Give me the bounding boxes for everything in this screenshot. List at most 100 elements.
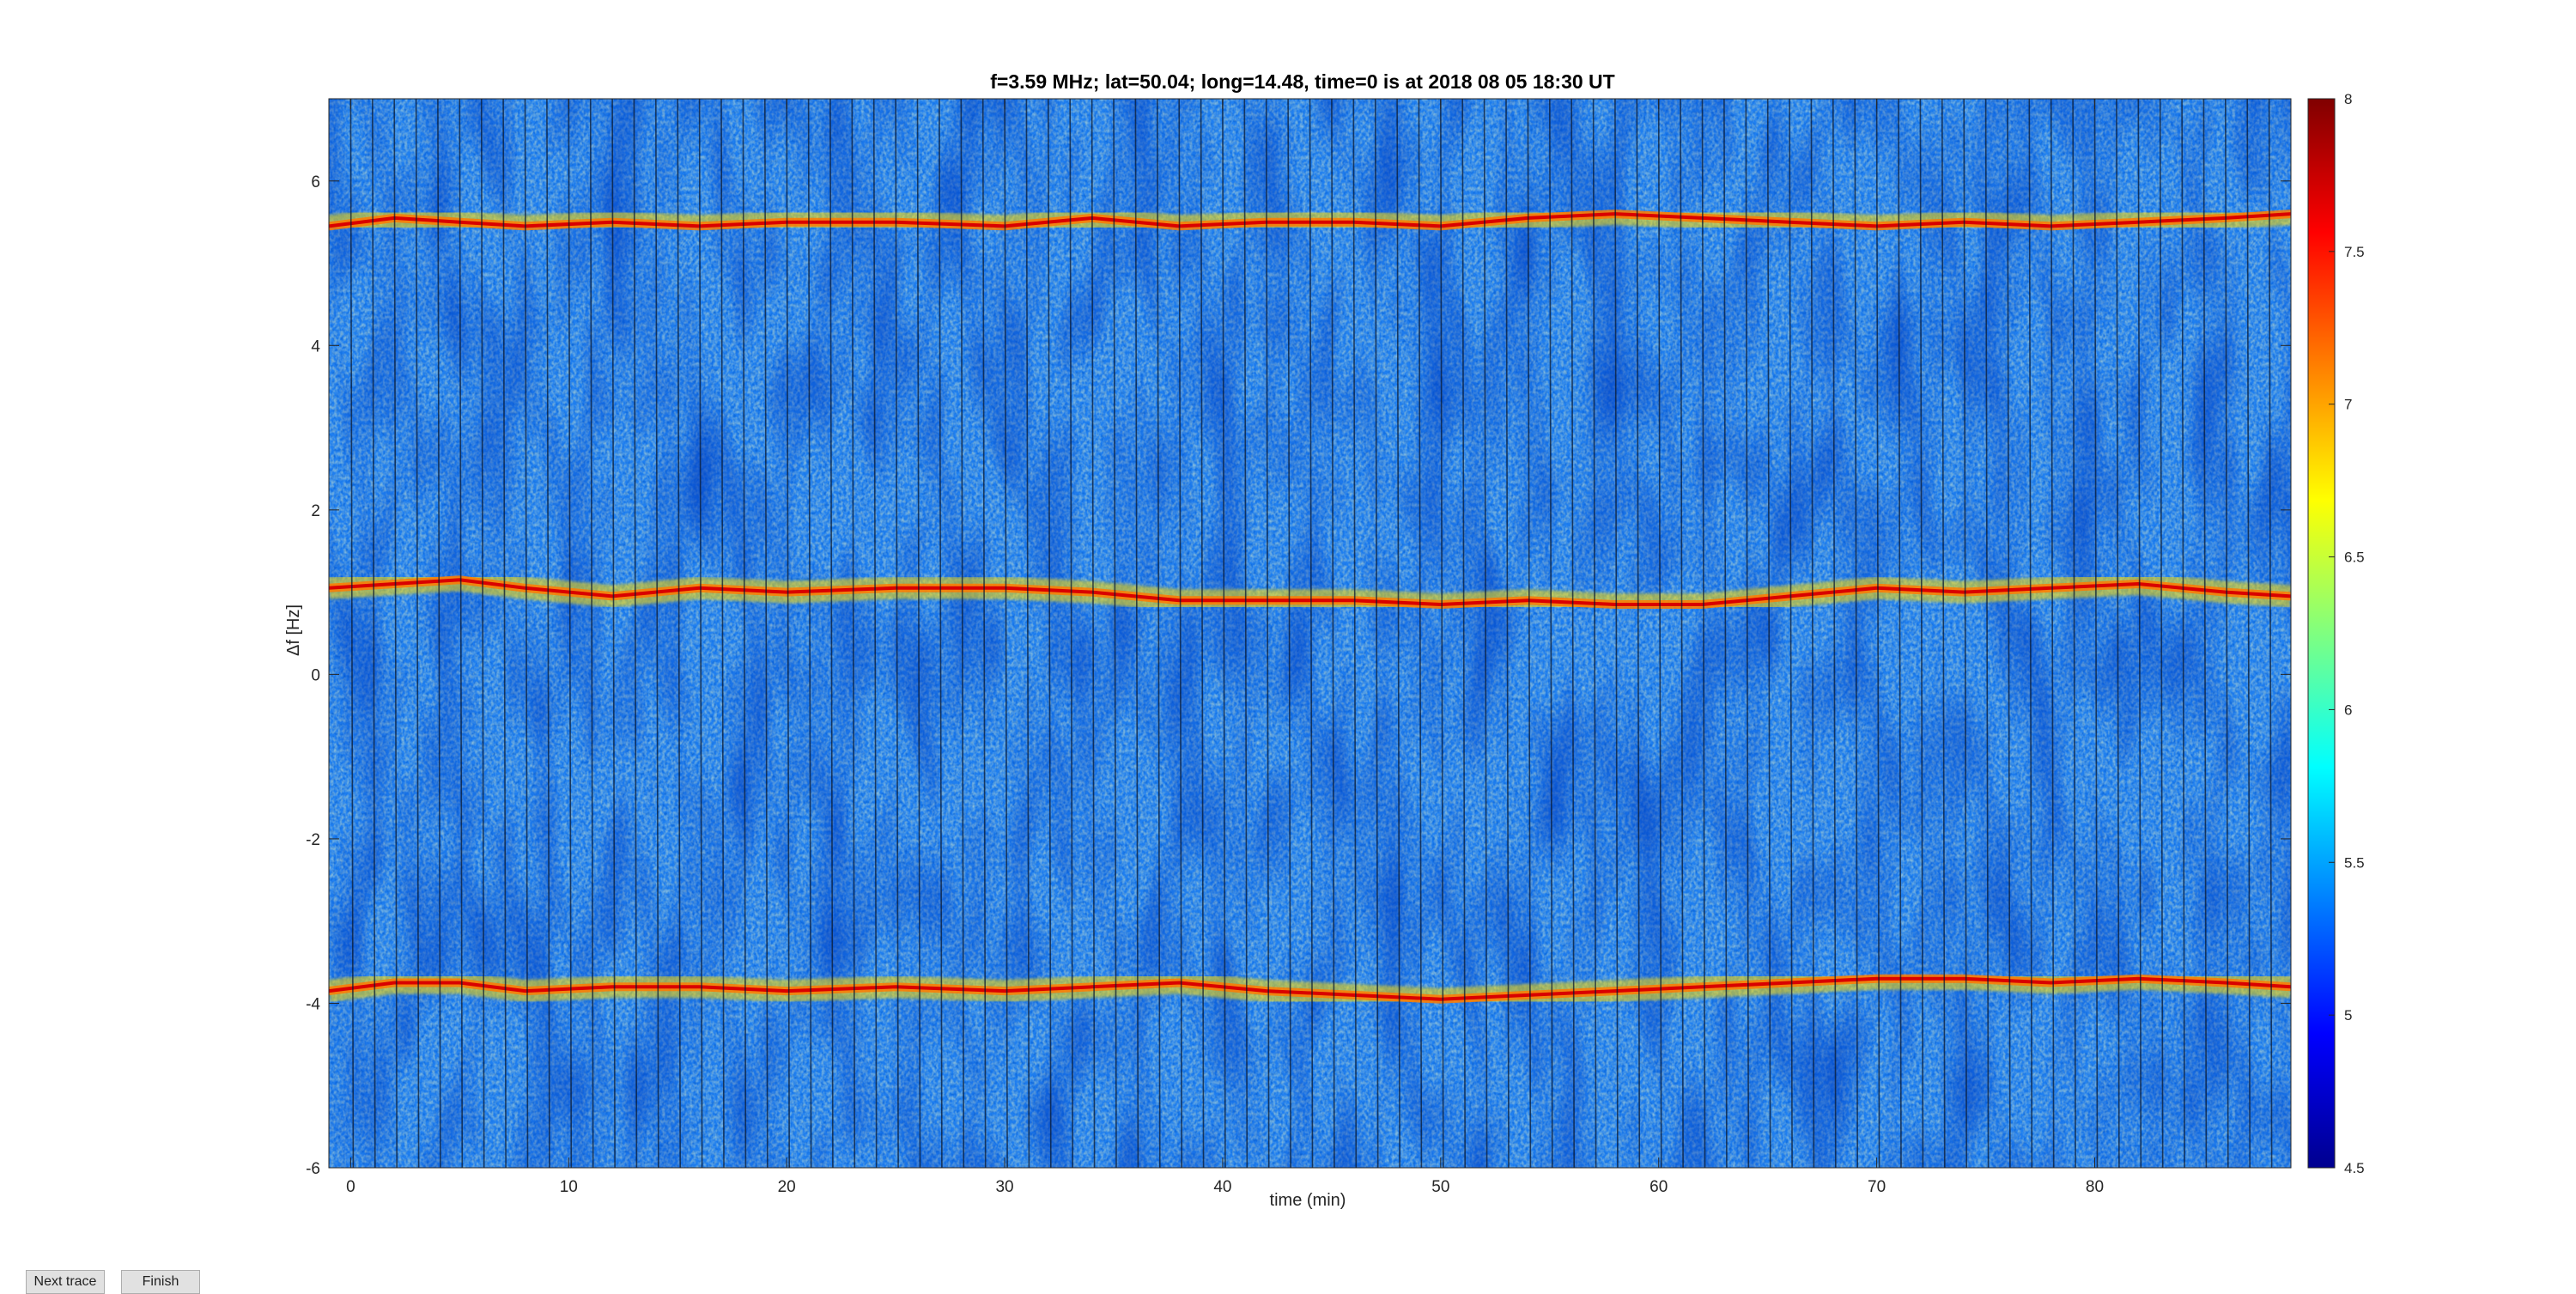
segment-separator [1483, 99, 1488, 1168]
plot-frame [328, 98, 2292, 1169]
segment-separator [1157, 99, 1161, 1168]
segment-separator [371, 99, 376, 1168]
segment-separator [1505, 99, 1510, 1168]
finish-button[interactable]: Finish [121, 1270, 200, 1294]
segment-separator [1549, 99, 1553, 1168]
segment-separator [1331, 99, 1335, 1168]
segment-separator [1832, 99, 1837, 1168]
segment-separator [1200, 99, 1205, 1168]
segment-separator [1614, 99, 1619, 1168]
segment-separator [1810, 99, 1815, 1168]
segment-separator [1440, 99, 1444, 1168]
segment-separator [1527, 99, 1532, 1168]
colorbar-tick-label: 8 [2344, 91, 2352, 107]
segment-separator [1243, 99, 1249, 1168]
y-axis: -6 -4 -2 0 2 4 6 [306, 173, 2291, 1178]
y-axis-label: Δf [Hz] [284, 604, 303, 656]
colorbar-tick-label: 6.5 [2344, 550, 2365, 566]
segment-separator [1287, 99, 1291, 1168]
x-tick-label: 60 [1649, 1178, 1668, 1196]
segment-separator [1222, 99, 1226, 1168]
segment-separator [872, 99, 878, 1168]
segment-separator [2050, 99, 2055, 1168]
segment-separator [1048, 99, 1052, 1168]
next-trace-button[interactable]: Next trace [26, 1270, 105, 1294]
segment-separator [2268, 99, 2273, 1168]
segment-separator [415, 99, 420, 1168]
segment-separator [1592, 99, 1597, 1168]
x-tick-label: 80 [2086, 1178, 2104, 1196]
segment-separator [1723, 99, 1728, 1168]
segment-separator [916, 99, 921, 1168]
segment-separator [2246, 99, 2251, 1168]
segment-separator [2072, 99, 2076, 1168]
colorbar-gradient [2307, 98, 2336, 1169]
segment-separator [981, 99, 987, 1168]
segment-separator [2093, 99, 2099, 1168]
segment-separator [786, 99, 791, 1168]
segment-separator [459, 99, 464, 1168]
segment-separator [1766, 99, 1771, 1168]
segment-separator [677, 99, 682, 1168]
segment-separator [1396, 99, 1400, 1168]
segment-separator [1309, 99, 1314, 1168]
segment-separator [2202, 99, 2208, 1168]
segment-separator [633, 99, 638, 1168]
segment-separator [2225, 99, 2229, 1168]
segment-separator [589, 99, 594, 1168]
segment-separator [1113, 99, 1117, 1168]
segment-separator [2159, 99, 2164, 1168]
segment-separator [349, 99, 355, 1168]
segment-separator [2007, 99, 2011, 1168]
segment-separator [611, 99, 616, 1168]
segment-separator [851, 99, 856, 1168]
segment-separator [829, 99, 834, 1168]
x-tick-label: 0 [346, 1178, 355, 1196]
segment-separator [2137, 99, 2142, 1168]
segment-separator [654, 99, 659, 1168]
segment-separator [895, 99, 899, 1168]
segment-separator [1352, 99, 1358, 1168]
segment-separator [2028, 99, 2033, 1168]
segment-separator [698, 99, 703, 1168]
segment-separator [960, 99, 965, 1168]
segment-separator [1091, 99, 1096, 1168]
y-tick-label: -6 [306, 1160, 320, 1178]
x-tick-label: 20 [778, 1178, 796, 1196]
segment-separator [1461, 99, 1466, 1168]
segment-separator [1178, 99, 1182, 1168]
segment-separator [939, 99, 943, 1168]
segment-separator [1854, 99, 1858, 1168]
segment-separator [1374, 99, 1379, 1168]
segment-separator [1745, 99, 1750, 1168]
colorbar-tick-label: 5.5 [2344, 854, 2365, 871]
segment-separator [1069, 99, 1073, 1168]
x-tick-label: 10 [560, 1178, 578, 1196]
segment-separator [480, 99, 485, 1168]
segment-separator [502, 99, 507, 1168]
segment-separator [1875, 99, 1880, 1168]
segment-separator [742, 99, 747, 1168]
segment-separator [1701, 99, 1706, 1168]
segment-separator [524, 99, 529, 1168]
segment-separator [1898, 99, 1902, 1168]
segment-separator [1984, 99, 1990, 1168]
segment-separator [1963, 99, 1967, 1168]
segment-separator [1789, 99, 1793, 1168]
y-tick-label: 2 [311, 502, 320, 520]
segment-separator [1636, 99, 1641, 1168]
segment-separator [1941, 99, 1946, 1168]
segment-separator [807, 99, 812, 1168]
segment-separator [1134, 99, 1139, 1168]
y-tick-label: 0 [311, 666, 320, 684]
chart-title: f=3.59 MHz; lat=50.04; long=14.48, time=… [990, 70, 1614, 93]
heatmap-plot [329, 99, 2291, 1168]
x-tick-label: 50 [1431, 1178, 1449, 1196]
colorbar-tick-label: 7 [2344, 397, 2352, 413]
segment-separator [393, 99, 398, 1168]
y-tick-label: 4 [311, 337, 320, 355]
colorbar: 4.5 5 5.5 6 6.5 7 7.5 8 [2307, 91, 2365, 1176]
segment-separator [1571, 99, 1575, 1168]
y-tick-label: -4 [306, 995, 320, 1013]
x-tick-label: 30 [995, 1178, 1013, 1196]
